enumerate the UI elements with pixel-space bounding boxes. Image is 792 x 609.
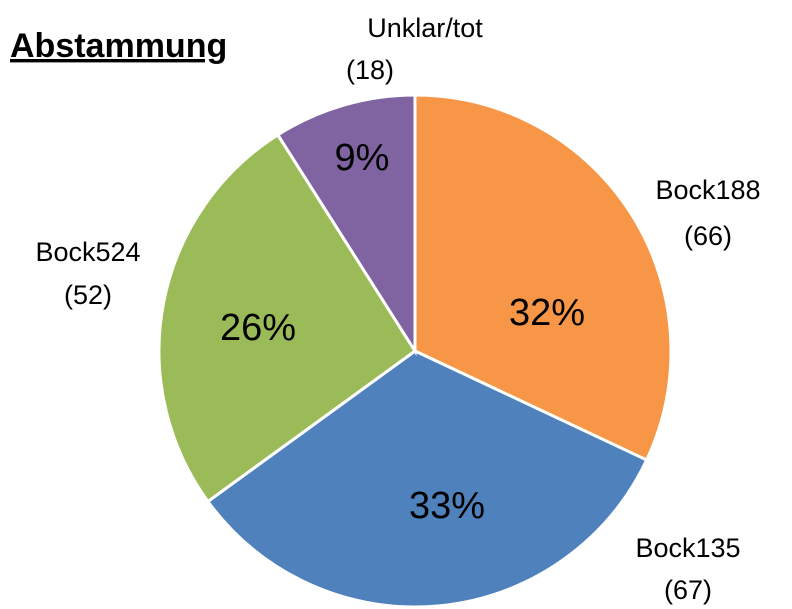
count-label: (52) <box>64 280 112 310</box>
value-label: 26% <box>220 307 296 349</box>
category-label: Bock524 <box>35 237 140 267</box>
category-label: Bock188 <box>655 175 760 205</box>
value-label: 9% <box>335 137 390 179</box>
value-label: 32% <box>509 292 585 334</box>
pie-slice <box>413 93 673 462</box>
count-label: (67) <box>664 575 712 605</box>
value-label: 33% <box>409 485 485 527</box>
chart-title: Abstammung <box>10 27 227 65</box>
count-label: (18) <box>346 55 394 85</box>
pie-slice <box>157 132 418 504</box>
category-label: Bock135 <box>635 533 740 563</box>
count-label: (66) <box>684 221 732 251</box>
pie-slice <box>275 93 417 357</box>
pie-slice <box>205 349 649 609</box>
category-label: Unklar/tot <box>367 13 483 43</box>
